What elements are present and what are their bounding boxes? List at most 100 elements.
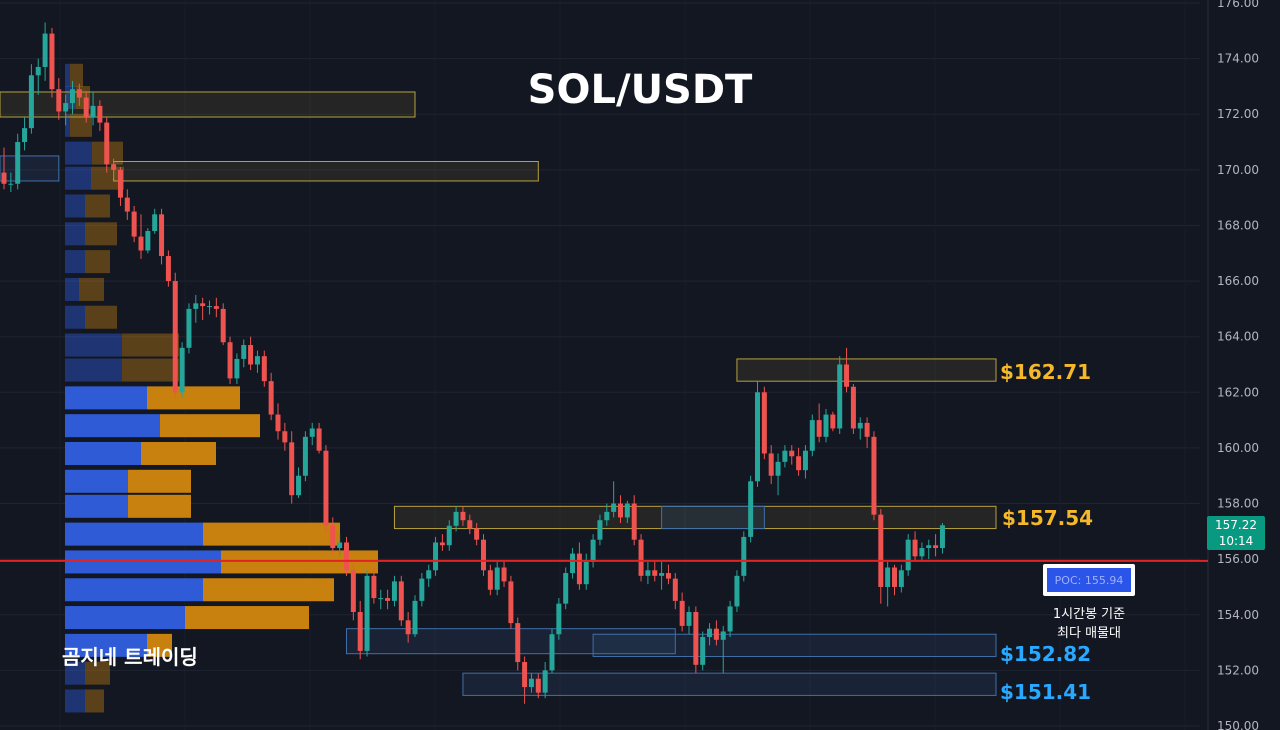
candle-body (611, 503, 617, 512)
candle-body (665, 573, 671, 579)
candle-body (49, 33, 55, 90)
volume-bar-sell (128, 494, 191, 518)
y-tick-label: 162.00 (1217, 385, 1259, 399)
candle-body (830, 414, 836, 429)
candle-body (576, 553, 582, 585)
candle-body (15, 142, 21, 184)
volume-bar-sell (141, 441, 216, 465)
candle-body (563, 573, 569, 604)
y-tick-label: 160.00 (1217, 441, 1259, 455)
bar-countdown: 10:14 (1219, 534, 1254, 548)
candle-body (528, 678, 534, 688)
candle-body (220, 308, 226, 343)
candle-body (782, 450, 788, 462)
candle-body (131, 211, 137, 237)
y-tick-label: 166.00 (1217, 274, 1259, 288)
last-price: 157.22 (1215, 518, 1257, 532)
volume-bar-buy (65, 333, 122, 357)
volume-bar-sell (203, 578, 334, 602)
candle-body (933, 545, 939, 549)
candle-body (350, 570, 356, 612)
volume-bar-buy (65, 633, 147, 657)
candle-body (837, 364, 843, 429)
volume-bar-buy (65, 441, 141, 465)
candle-body (885, 567, 891, 587)
volume-bar-sell (128, 469, 191, 493)
candle-body (487, 570, 493, 590)
candle-body (138, 236, 144, 251)
candle-body (111, 164, 117, 170)
candle-body (22, 128, 28, 143)
candle-body (398, 581, 404, 621)
candle-body (474, 528, 480, 540)
candle-body (748, 481, 754, 537)
level-label-151: $151.41 (1000, 680, 1091, 704)
volume-bar-buy (65, 689, 85, 713)
candle-body (850, 386, 856, 429)
y-tick-label: 164.00 (1217, 330, 1259, 344)
y-tick-label: 170.00 (1217, 163, 1259, 177)
price-zone (592, 633, 997, 657)
candle-body (542, 670, 548, 693)
candle-body (439, 542, 445, 546)
price-axis[interactable]: 150.00 152.00 154.00 156.00 158.00 160.00 162.… (1217, 0, 1259, 730)
volume-bar-sell (85, 661, 110, 685)
candle-body (857, 422, 863, 429)
volume-bar-sell (85, 305, 117, 329)
candle-body (624, 503, 630, 518)
candle-body (316, 428, 322, 451)
candle-body (727, 606, 733, 632)
candle-body (707, 628, 713, 638)
y-tick-label: 158.00 (1217, 497, 1259, 511)
candle-body (905, 539, 911, 571)
candle-body (672, 578, 678, 601)
poc-note-line2: 최다 매물대 (1057, 626, 1121, 641)
candle-body (809, 420, 815, 451)
candle-body (583, 561, 589, 585)
candle-body (97, 105, 103, 123)
y-tick-label: 152.00 (1217, 663, 1259, 677)
candle-body (871, 436, 877, 515)
poc-note-line1: 1시간봉 기준 (1053, 607, 1125, 622)
candle-body (268, 381, 274, 415)
candle-body (453, 511, 459, 526)
candle-body (371, 575, 377, 599)
candle-body (213, 306, 219, 309)
volume-bar-buy (65, 386, 147, 410)
volume-bar-sell (79, 277, 104, 301)
volume-bar-sell (85, 222, 117, 246)
candle-body (652, 570, 658, 576)
candle-body (939, 525, 945, 549)
candle-body (117, 169, 123, 198)
candle-body (864, 422, 870, 437)
volume-bar-sell (147, 633, 172, 657)
volume-bar-buy (65, 494, 128, 518)
candle-body (282, 431, 288, 443)
poc-badge: POC: 155.94 (1043, 564, 1135, 596)
volume-bar-sell (85, 194, 110, 218)
candle-body (844, 364, 850, 387)
volume-bar-buy (65, 222, 85, 246)
candle-body (535, 678, 541, 693)
candle-body (802, 450, 808, 471)
volume-bar-buy (65, 550, 221, 574)
candle-body (796, 456, 802, 471)
candle-body (70, 89, 75, 104)
candle-body (330, 525, 336, 549)
candle-body (378, 598, 384, 600)
volume-bar-buy (65, 522, 203, 546)
candle-body (391, 581, 397, 601)
candle-body (254, 356, 260, 365)
candle-body (227, 342, 233, 379)
y-tick-label: 172.00 (1217, 107, 1259, 121)
candle-body (912, 539, 918, 557)
candle-body (693, 611, 699, 665)
candle-body (28, 75, 34, 129)
candle-body (926, 545, 932, 549)
candle-body (207, 306, 212, 308)
candle-body (618, 503, 623, 518)
candle-body (919, 548, 925, 557)
candle-body (604, 511, 610, 521)
candle-body (159, 214, 165, 257)
